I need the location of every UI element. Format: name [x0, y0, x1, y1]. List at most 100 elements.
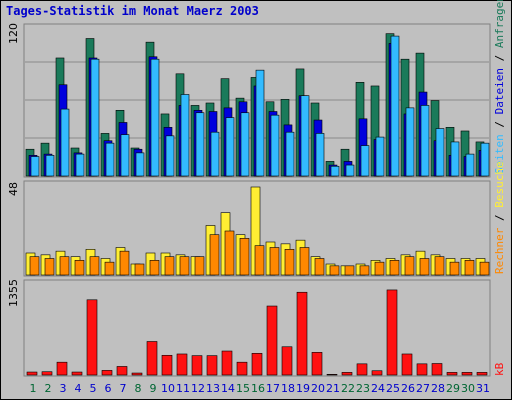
bar-rechner-day-9: [149, 260, 160, 276]
legend-separator: /: [493, 114, 506, 134]
bar-kb-day-8: [131, 372, 143, 376]
x-tick-label-day-1: 1: [30, 382, 37, 395]
bar-seiten-day-2: [45, 155, 55, 177]
bar-kb-day-25: [386, 289, 398, 376]
bar-kb-day-4: [71, 371, 83, 376]
x-tick-label-day-17: 17: [266, 382, 280, 395]
legend-separator: /: [493, 208, 506, 228]
bar-kb-day-5: [86, 299, 98, 376]
x-tick-labels: 1 2 3 4 5 6 7 8 9 10 11 12 13 14 15 16 17 18 19 20 21 22 23 24 2…: [30, 382, 491, 395]
bar-kb-day-29: [446, 372, 458, 376]
bar-seiten-day-29: [450, 141, 460, 177]
y-tick-label-kb: 1355: [7, 279, 20, 307]
x-tick-label-day-21: 21: [326, 382, 340, 395]
bar-kb-day-23: [356, 363, 368, 376]
bar-seiten-day-15: [240, 112, 250, 177]
bar-seiten-day-9: [150, 58, 160, 177]
x-tick-label-day-26: 26: [401, 382, 415, 395]
bar-rechner-day-1: [29, 256, 40, 276]
bar-rechner-day-18: [284, 249, 295, 276]
x-tick-label-day-7: 7: [120, 382, 127, 395]
bar-rechner-day-29: [449, 261, 460, 276]
bar-seiten-day-20: [315, 133, 325, 177]
bar-kb-day-6: [101, 370, 113, 376]
bar-rechner-day-31: [479, 261, 490, 276]
x-tick-label-day-16: 16: [251, 382, 265, 395]
bar-seiten-day-22: [345, 164, 355, 177]
bar-kb-day-20: [311, 352, 323, 376]
x-tick-label-day-27: 27: [416, 382, 430, 395]
bar-seiten-day-23: [360, 145, 370, 177]
bar-rechner-day-21: [329, 265, 340, 276]
bar-rechner-day-7: [119, 250, 130, 276]
x-tick-label-day-18: 18: [281, 382, 295, 395]
bar-seiten-day-8: [135, 152, 145, 177]
bar-rechner-day-14: [224, 230, 235, 276]
bar-rechner-day-26: [404, 256, 415, 276]
x-tick-label-day-10: 10: [161, 382, 175, 395]
bar-kb-day-10: [161, 354, 173, 376]
bar-seiten-day-21: [330, 165, 340, 177]
bar-seiten-day-31: [480, 142, 490, 177]
bar-kb-day-1: [26, 371, 38, 376]
bar-kb-day-13: [206, 355, 218, 376]
bar-kb-day-9: [146, 341, 158, 376]
bar-rechner-day-8: [134, 263, 145, 276]
bar-rechner-day-11: [179, 256, 190, 276]
bar-kb-day-15: [236, 361, 248, 376]
x-tick-label-day-25: 25: [386, 382, 400, 395]
x-tick-label-day-5: 5: [90, 382, 97, 395]
legend-bottom: kB: [493, 362, 506, 376]
bar-rechner-day-12: [194, 256, 205, 276]
x-tick-label-day-22: 22: [341, 382, 355, 395]
x-tick-label-day-8: 8: [135, 382, 142, 395]
chart-bars: [25, 33, 490, 376]
bar-kb-day-18: [281, 346, 293, 376]
bar-rechner-day-4: [74, 260, 85, 276]
bar-rechner-day-24: [374, 261, 385, 276]
bar-seiten-day-10: [165, 135, 175, 177]
bar-rechner-day-6: [104, 261, 115, 276]
y-tick-label-requests: 120: [7, 23, 20, 44]
bar-kb-day-28: [431, 363, 443, 376]
legend-kb: kB: [493, 362, 506, 376]
bar-kb-day-21: [326, 374, 338, 376]
x-tick-label-day-13: 13: [206, 382, 220, 395]
bar-rechner-day-17: [269, 247, 280, 276]
bar-rechner-day-13: [209, 234, 220, 276]
legend-dateien: Dateien: [493, 68, 506, 114]
bar-rechner-day-22: [344, 265, 355, 276]
x-tick-label-day-6: 6: [105, 382, 112, 395]
bar-kb-day-24: [371, 370, 383, 376]
bar-seiten-day-7: [120, 134, 130, 177]
bar-kb-day-14: [221, 350, 233, 376]
bar-kb-day-12: [191, 355, 203, 376]
bar-kb-day-3: [56, 361, 68, 376]
bar-rechner-day-16: [254, 245, 265, 276]
bar-rechner-day-28: [434, 256, 445, 276]
legend-seiten: Seiten: [493, 134, 506, 174]
bar-rechner-day-3: [59, 256, 70, 276]
bar-seiten-day-17: [270, 114, 280, 177]
bar-kb-day-7: [116, 366, 128, 376]
x-tick-label-day-9: 9: [150, 382, 157, 395]
bar-kb-day-22: [341, 372, 353, 376]
bar-kb-day-19: [296, 291, 308, 376]
x-tick-label-day-14: 14: [221, 382, 235, 395]
bar-rechner-day-27: [419, 258, 430, 276]
bar-rechner-day-25: [389, 260, 400, 276]
legend-besuche: Besuche: [493, 161, 506, 207]
x-tick-label-day-23: 23: [356, 382, 370, 395]
bar-rechner-day-30: [464, 260, 475, 276]
bar-seiten-day-26: [405, 107, 415, 177]
legend-rechner: Rechner: [493, 227, 506, 274]
bar-kb-day-16: [251, 353, 263, 376]
bar-seiten-day-16: [255, 69, 265, 177]
x-tick-label-day-11: 11: [176, 382, 190, 395]
x-tick-label-day-15: 15: [236, 382, 250, 395]
x-tick-label-day-30: 30: [461, 382, 475, 395]
bar-kb-day-2: [41, 371, 53, 376]
bar-rechner-day-5: [89, 256, 100, 276]
x-tick-label-day-20: 20: [311, 382, 325, 395]
